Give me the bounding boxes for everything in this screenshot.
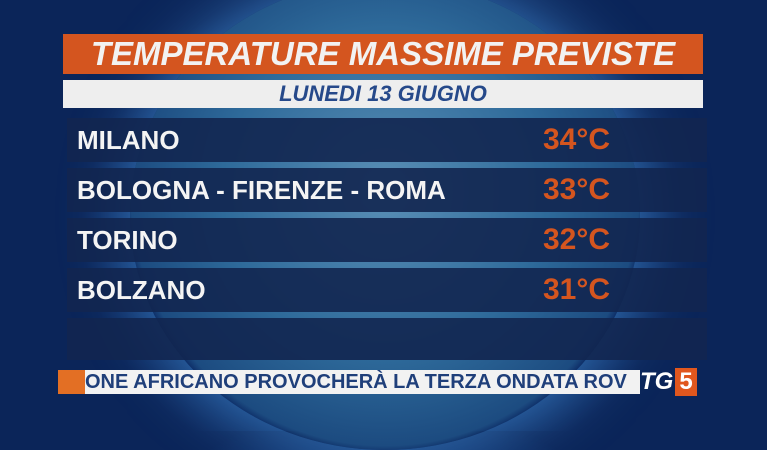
graphic-title: TEMPERATURE MASSIME PREVISTE <box>63 34 703 74</box>
city-name: BOLZANO <box>77 275 206 305</box>
city-name: BOLOGNA - FIRENZE - ROMA <box>77 175 446 205</box>
temperature-row: BOLZANO 31°C <box>67 268 707 312</box>
temperature-value: 34°C <box>543 123 611 156</box>
temperature-row: MILANO 34°C <box>67 118 707 162</box>
city-name: MILANO <box>77 125 180 155</box>
empty-row <box>67 318 707 360</box>
temperature-row: BOLOGNA - FIRENZE - ROMA 33°C <box>67 168 707 212</box>
temperature-row: TORINO 32°C <box>67 218 707 262</box>
news-ticker: ONE AFRICANO PROVOCHERÀ LA TERZA ONDATA … <box>85 370 640 394</box>
logo-tg: TG <box>640 368 674 395</box>
date-banner: LUNEDI 13 GIUGNO <box>63 80 703 108</box>
temperature-value: 32°C <box>543 223 611 256</box>
tg5-logo: TG 5 <box>640 368 706 396</box>
temperature-value: 33°C <box>543 173 611 206</box>
ticker-accent <box>58 370 85 394</box>
city-name: TORINO <box>77 225 178 255</box>
logo-5: 5 <box>675 368 697 396</box>
temperature-value: 31°C <box>543 273 611 306</box>
